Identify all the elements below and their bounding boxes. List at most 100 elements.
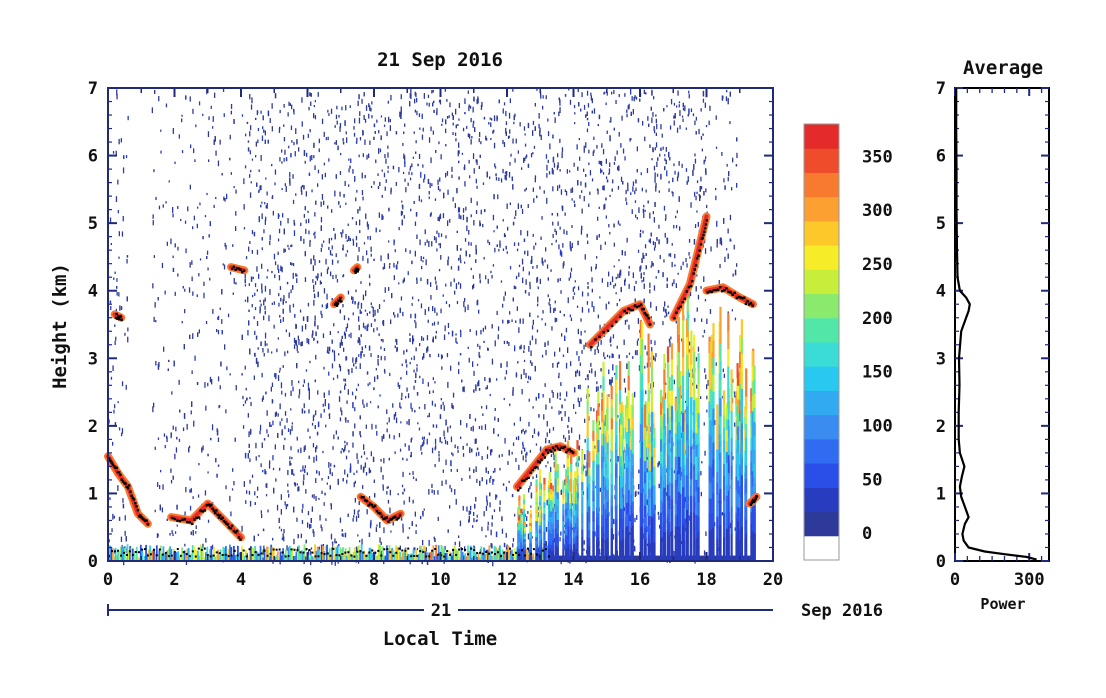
noise-speckle: [388, 287, 390, 291]
noise-speckle: [276, 348, 278, 353]
noise-speckle: [458, 150, 460, 154]
surface-layer-column: [444, 552, 447, 561]
noise-speckle: [550, 454, 553, 458]
noise-speckle: [269, 234, 271, 241]
noise-speckle: [650, 301, 652, 308]
surface-layer-column: [218, 555, 221, 561]
noise-speckle: [643, 255, 645, 259]
noise-speckle: [253, 535, 255, 542]
noise-speckle: [302, 384, 304, 387]
noise-speckle: [446, 99, 448, 102]
noise-speckle: [669, 157, 671, 161]
noise-speckle: [536, 329, 539, 333]
noise-speckle: [674, 264, 676, 267]
noise-speckle: [177, 206, 179, 209]
noise-speckle: [563, 229, 565, 235]
noise-speckle: [569, 272, 572, 279]
noise-speckle: [632, 356, 634, 359]
noise-speckle: [258, 455, 260, 458]
surface-layer-column: [363, 550, 366, 561]
noise-speckle: [393, 275, 395, 281]
noise-speckle: [509, 129, 511, 134]
noise-speckle: [383, 299, 385, 302]
noise-speckle: [269, 422, 271, 427]
noise-speckle: [503, 233, 506, 238]
noise-speckle: [315, 331, 317, 337]
noise-speckle: [303, 185, 305, 190]
noise-speckle: [287, 244, 289, 248]
noise-speckle: [418, 113, 421, 117]
noise-speckle: [577, 397, 579, 403]
noise-speckle: [578, 401, 581, 407]
noise-speckle: [502, 248, 505, 251]
noise-speckle: [590, 362, 592, 367]
noise-speckle: [433, 109, 435, 113]
noise-speckle: [235, 282, 237, 285]
surface-layer-column: [163, 553, 166, 561]
convective-cell: [518, 519, 521, 524]
noise-speckle: [196, 223, 198, 229]
surface-layer-column: [137, 557, 140, 561]
noise-speckle: [588, 370, 591, 373]
noise-speckle: [615, 292, 617, 295]
noise-speckle: [671, 262, 673, 268]
surface-layer-column: [280, 555, 283, 561]
noise-speckle: [604, 203, 606, 209]
noise-speckle: [524, 157, 526, 162]
noise-speckle: [261, 372, 263, 378]
noise-speckle: [264, 297, 266, 302]
noise-speckle: [573, 162, 575, 167]
noise-speckle: [274, 444, 276, 450]
noise-speckle: [426, 335, 429, 341]
noise-speckle: [354, 301, 356, 305]
noise-speckle: [209, 376, 212, 383]
noise-speckle: [602, 148, 605, 155]
noise-speckle: [676, 176, 679, 182]
noise-speckle: [493, 194, 495, 200]
noise-speckle: [295, 273, 297, 277]
noise-speckle: [261, 237, 263, 241]
noise-speckle: [625, 189, 627, 195]
noise-speckle: [355, 289, 357, 293]
noise-speckle: [524, 290, 527, 294]
noise-speckle: [348, 334, 350, 337]
noise-speckle: [344, 447, 346, 451]
noise-speckle: [261, 283, 263, 290]
noise-speckle: [531, 325, 534, 330]
noise-speckle: [628, 283, 630, 289]
noise-speckle: [505, 127, 507, 134]
noise-speckle: [386, 490, 388, 495]
noise-speckle: [348, 158, 350, 161]
noise-speckle: [370, 302, 372, 305]
noise-speckle: [241, 334, 243, 340]
noise-speckle: [568, 88, 570, 91]
noise-speckle: [279, 367, 281, 371]
noise-speckle: [529, 285, 531, 290]
noise-speckle: [509, 311, 511, 315]
noise-speckle: [734, 422, 736, 427]
noise-speckle: [118, 292, 120, 297]
noise-speckle: [456, 300, 459, 305]
surface-layer-column: [316, 546, 319, 561]
noise-speckle: [698, 193, 700, 197]
noise-speckle: [648, 239, 650, 243]
noise-speckle: [556, 212, 559, 217]
noise-speckle: [122, 167, 125, 174]
noise-speckle: [476, 363, 479, 366]
noise-speckle: [325, 518, 327, 521]
noise-speckle: [493, 479, 495, 482]
noise-speckle: [549, 298, 551, 302]
noise-speckle: [395, 338, 397, 343]
noise-speckle: [587, 286, 589, 289]
noise-speckle: [450, 488, 453, 493]
noise-speckle: [230, 110, 232, 115]
noise-speckle: [550, 269, 552, 272]
surface-layer-column: [290, 549, 292, 561]
noise-speckle: [390, 530, 392, 533]
noise-speckle: [284, 248, 286, 253]
noise-speckle: [646, 351, 648, 356]
surface-layer-column: [386, 545, 388, 561]
noise-speckle: [400, 421, 402, 424]
noise-speckle: [370, 451, 372, 457]
noise-speckle: [354, 179, 356, 182]
